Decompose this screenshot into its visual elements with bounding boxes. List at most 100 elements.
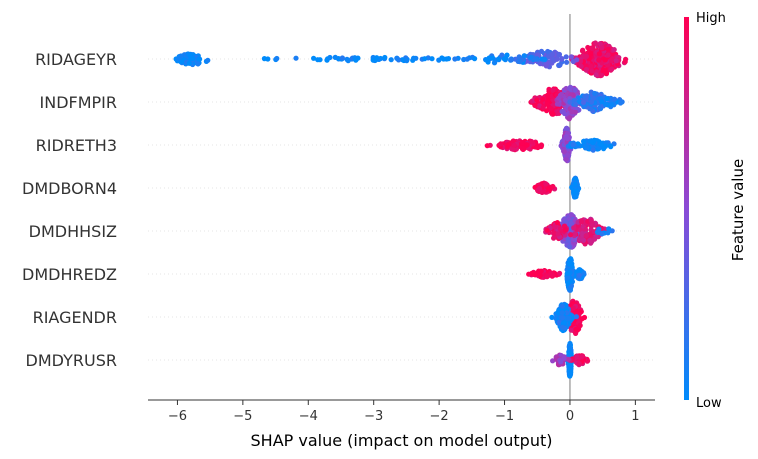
feature-label: DMDHREDZ (22, 265, 117, 284)
shap-point (596, 57, 602, 63)
shap-point (599, 45, 605, 51)
shap-point (582, 93, 588, 99)
shap-point (567, 362, 573, 368)
shap-point (550, 273, 556, 279)
shap-point (563, 125, 570, 131)
shap-point (563, 54, 569, 60)
shap-point (557, 270, 563, 276)
feature-label: RIDAGEYR (35, 50, 117, 69)
shap-point (195, 61, 201, 67)
x-axis-ticks: −6 −5 −4 −3 −2 −1 0 1 (168, 400, 640, 424)
shap-point (538, 48, 545, 55)
shap-point (538, 142, 545, 148)
row-gridlines (148, 58, 655, 361)
shap-point (501, 56, 507, 62)
shap-point (556, 319, 562, 325)
shap-point (175, 56, 181, 62)
shap-point (604, 96, 610, 102)
beeswarm-points (173, 40, 629, 379)
shap-point (598, 72, 605, 78)
shap-point (186, 60, 192, 66)
shap-point (572, 181, 578, 187)
shap-point (544, 93, 551, 99)
colorbar-low-label: Low (696, 396, 722, 411)
shap-point (567, 85, 573, 92)
shap-point (561, 355, 567, 362)
shap-point (511, 142, 517, 148)
shap-point (592, 40, 599, 46)
shap-point (568, 221, 575, 227)
shap-point (609, 66, 615, 72)
shap-point (556, 95, 562, 101)
shap-point (345, 58, 351, 64)
shap-point (573, 330, 579, 336)
shap-point (535, 52, 541, 58)
shap-point (592, 90, 598, 97)
shap-point (577, 322, 583, 329)
shap-point (538, 268, 544, 274)
x-tick-label: −1 (495, 409, 514, 424)
shap-point (388, 57, 394, 63)
shap-point (544, 101, 550, 107)
x-tick-label: 0 (566, 409, 574, 424)
shap-point (559, 324, 566, 330)
shap-point (567, 367, 573, 373)
shap-point (555, 231, 561, 237)
shap-point (196, 56, 202, 62)
x-tick-label: 1 (631, 409, 639, 424)
shap-point (577, 308, 583, 314)
shap-point (589, 45, 595, 52)
colorbar-title: Feature value (729, 159, 747, 261)
shap-point (576, 272, 582, 278)
shap-point (533, 56, 539, 62)
shap-point (564, 59, 570, 65)
shap-point (508, 57, 514, 63)
shap-point (540, 104, 546, 111)
shap-point (559, 310, 565, 316)
shap-point (565, 274, 571, 280)
shap-point (554, 101, 561, 107)
shap-point (311, 55, 317, 61)
shap-point (565, 237, 571, 243)
shap-point (568, 54, 575, 60)
shap-point (579, 354, 585, 360)
shap-point (441, 56, 447, 62)
shap-point (593, 72, 599, 78)
shap-point (559, 315, 566, 321)
shap-point (532, 102, 538, 108)
shap-point (571, 189, 577, 196)
shap-point (537, 272, 544, 278)
shap-point (491, 60, 498, 66)
shap-point (521, 53, 527, 59)
colorbar-high-label: High (696, 11, 726, 26)
shap-point (545, 52, 551, 59)
feature-labels: RIDAGEYR INDFMPIR RIDRETH3 DMDBORN4 DMDHHSIZ… (22, 50, 117, 370)
shap-point (566, 280, 572, 286)
shap-point (571, 225, 577, 231)
shap-point (532, 272, 538, 278)
shap-point (588, 217, 594, 224)
shap-point (537, 185, 543, 191)
shap-point (293, 55, 299, 61)
shap-point (556, 51, 562, 58)
shap-point (568, 232, 574, 238)
shap-point (591, 137, 597, 143)
shap-point (536, 103, 543, 109)
shap-point (581, 237, 587, 243)
x-tick-label: −5 (233, 409, 252, 424)
shap-point (394, 55, 400, 62)
shap-point (577, 236, 583, 242)
shap-point (550, 87, 556, 93)
shap-point (562, 227, 569, 233)
shap-point (565, 152, 571, 158)
shap-point (554, 220, 561, 226)
shap-point (602, 143, 609, 149)
shap-point (205, 57, 211, 63)
shap-point (353, 57, 359, 63)
shap-point (327, 54, 333, 61)
shap-point (545, 48, 551, 55)
shap-point (567, 350, 573, 357)
shap-point (519, 140, 526, 146)
shap-point (495, 56, 502, 62)
